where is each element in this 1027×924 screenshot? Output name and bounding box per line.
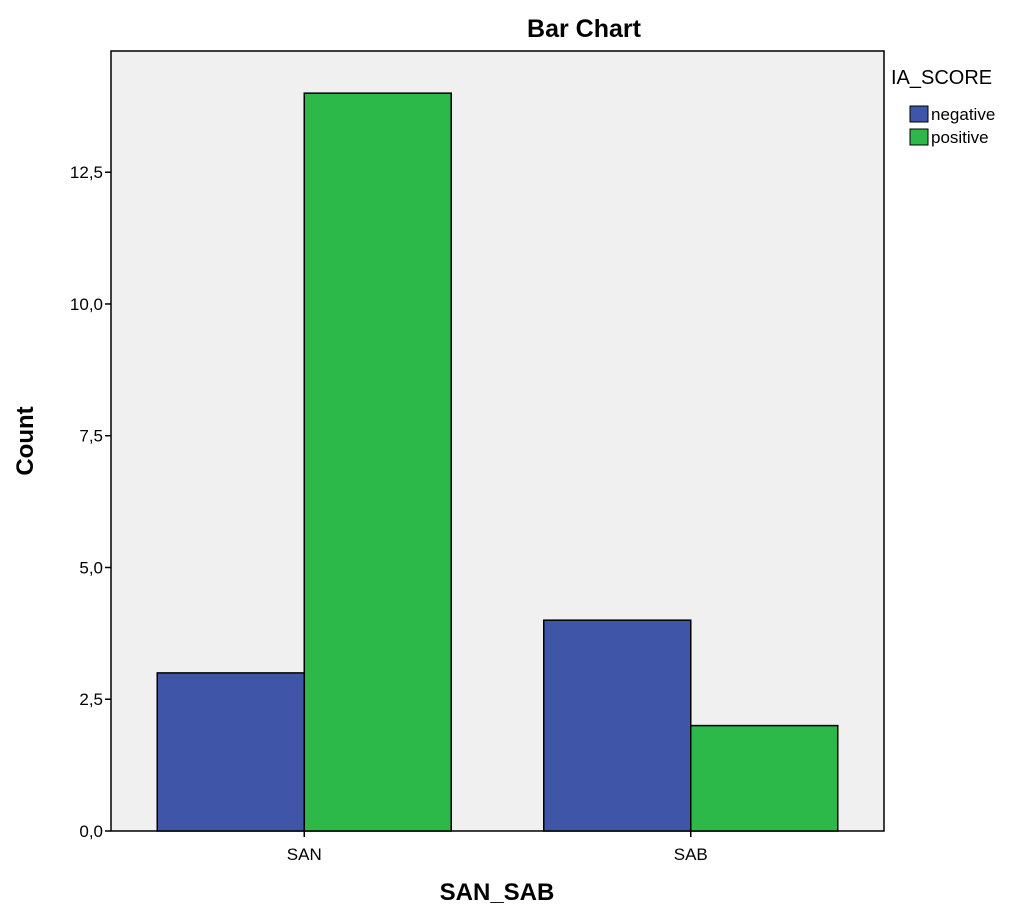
y-axis: 0,0 2,5 5,0 7,5 10,0 12,5 — [70, 163, 111, 841]
bars-group — [156, 92, 839, 832]
x-tick-label: SAN — [287, 845, 322, 864]
legend-label-positive: positive — [931, 128, 989, 147]
bar-positive-san — [303, 92, 452, 832]
y-tick-label: 12,5 — [70, 163, 103, 182]
legend-swatch-negative — [909, 105, 929, 123]
x-axis-label: SAN_SAB — [440, 879, 555, 906]
x-tick-label: SAB — [674, 845, 708, 864]
y-axis-label: Count — [12, 406, 39, 475]
y-tick-label: 0,0 — [79, 822, 103, 841]
legend-title: IA_SCORE — [891, 67, 992, 89]
bar-negative-sab — [543, 619, 692, 832]
legend: IA_SCORE negative positive — [891, 67, 995, 147]
legend-swatch-positive — [909, 128, 929, 146]
y-tick-label: 10,0 — [70, 295, 103, 314]
y-tick-label: 5,0 — [79, 558, 103, 577]
x-axis: SAN SAB — [287, 831, 708, 864]
y-tick-label: 2,5 — [79, 690, 103, 709]
legend-label-negative: negative — [931, 105, 995, 124]
chart-title: Bar Chart — [527, 15, 642, 43]
bar-positive-sab — [690, 724, 839, 832]
y-tick-label: 7,5 — [79, 427, 103, 446]
bar-negative-san — [156, 672, 305, 832]
